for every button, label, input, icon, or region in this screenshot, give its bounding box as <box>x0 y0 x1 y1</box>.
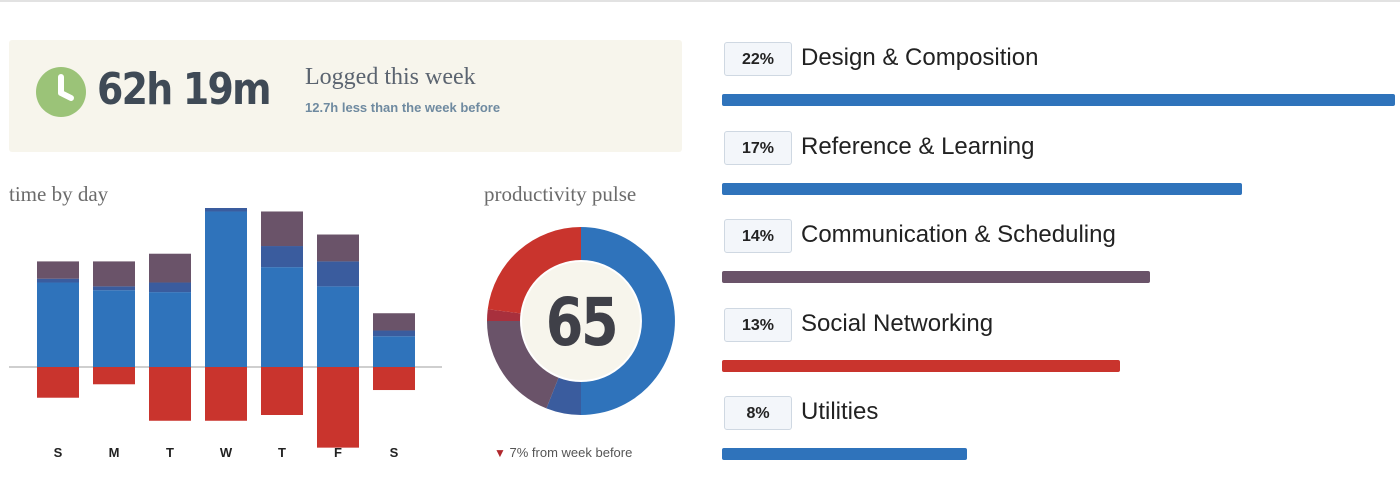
day-bar-segment <box>317 234 359 262</box>
total-time-logged: 62h 19m <box>97 64 272 115</box>
productivity-pulse-title: productivity pulse <box>484 182 637 206</box>
day-bar-segment <box>317 261 359 287</box>
category-bar-track <box>722 359 1395 372</box>
day-bar-segment <box>93 261 135 287</box>
day-bar-segment <box>261 211 303 247</box>
category-percent: 8% <box>724 396 792 430</box>
clock-icon <box>36 67 86 117</box>
category-bar <box>722 182 1243 195</box>
logged-label: Logged this week <box>305 64 476 90</box>
pulse-slice <box>487 321 559 409</box>
category-row: 17% Reference & Learning <box>722 130 1398 211</box>
day-bar-segment <box>93 286 135 291</box>
day-tick-label: W <box>220 445 233 460</box>
category-percent: 14% <box>724 219 792 253</box>
category-name: Communication & Scheduling <box>801 221 1116 248</box>
day-tick-label: S <box>390 445 399 460</box>
category-name: Design & Composition <box>801 44 1039 71</box>
day-bar-segment <box>37 367 79 398</box>
day-bar-segment <box>149 292 191 367</box>
pulse-slice <box>487 309 521 321</box>
day-bar-segment <box>261 267 303 367</box>
day-tick-label: S <box>54 445 63 460</box>
day-bar-segment <box>93 367 135 385</box>
pulse-center <box>522 262 640 380</box>
category-bar-track <box>722 182 1395 195</box>
day-bar-segment <box>373 336 415 367</box>
category-percent: 22% <box>724 42 792 76</box>
day-bar-segment <box>317 367 359 448</box>
pulse-slice <box>487 227 581 314</box>
day-bar-segment <box>37 261 79 279</box>
day-tick-label: T <box>278 445 286 460</box>
day-bar-segment <box>37 278 79 283</box>
day-bar-segment <box>205 208 247 212</box>
category-row: 13% Social Networking <box>722 307 1398 388</box>
day-tick-label: T <box>166 445 174 460</box>
day-bar-segment <box>205 211 247 367</box>
weekly-summary-panel: 62h 19m Logged this week 12.7h less than… <box>9 40 682 152</box>
pulse-change-note: ▼ 7% from week before <box>494 445 632 460</box>
day-bar-segment <box>149 367 191 421</box>
category-bar <box>722 94 1395 106</box>
day-bar-segment <box>149 282 191 293</box>
time-by-day-title: time by day <box>9 182 109 206</box>
day-bar-segment <box>317 286 359 367</box>
productivity-pulse-donut: 65 <box>487 227 675 415</box>
day-bar-segment <box>373 330 415 337</box>
day-bar-segment <box>373 367 415 391</box>
day-bar-segment <box>373 313 415 331</box>
day-bar-segment <box>205 367 247 421</box>
day-bar-segment <box>149 253 191 283</box>
category-bar-track <box>722 448 1395 460</box>
category-bar <box>722 359 1120 372</box>
pulse-change-text: 7% from week before <box>509 445 633 460</box>
category-percent: 17% <box>724 130 792 165</box>
day-bar-segment <box>261 246 303 268</box>
category-name: Utilities <box>801 398 879 425</box>
day-tick-label: F <box>334 445 342 460</box>
category-name: Reference & Learning <box>801 132 1035 160</box>
category-row: 22% Design & Composition <box>722 42 1398 122</box>
week-comparison-text: 12.7h less than the week before <box>305 100 501 115</box>
category-row: 8% Utilities <box>722 396 1398 476</box>
day-bar-segment <box>261 367 303 415</box>
pulse-slice <box>581 227 675 415</box>
category-bar-track <box>722 94 1395 106</box>
day-bar-segment <box>93 290 135 367</box>
pulse-slice <box>546 377 581 415</box>
category-bar <box>722 271 1151 283</box>
pulse-score: 65 <box>546 285 616 362</box>
day-tick-label: M <box>109 445 120 460</box>
category-row: 14% Communication & Scheduling <box>722 219 1398 299</box>
category-bar <box>722 448 967 460</box>
category-percent: 13% <box>724 307 792 342</box>
down-arrow-icon: ▼ <box>494 446 506 460</box>
category-bar-track <box>722 271 1395 283</box>
category-name: Social Networking <box>801 309 994 337</box>
day-bar-segment <box>37 282 79 367</box>
